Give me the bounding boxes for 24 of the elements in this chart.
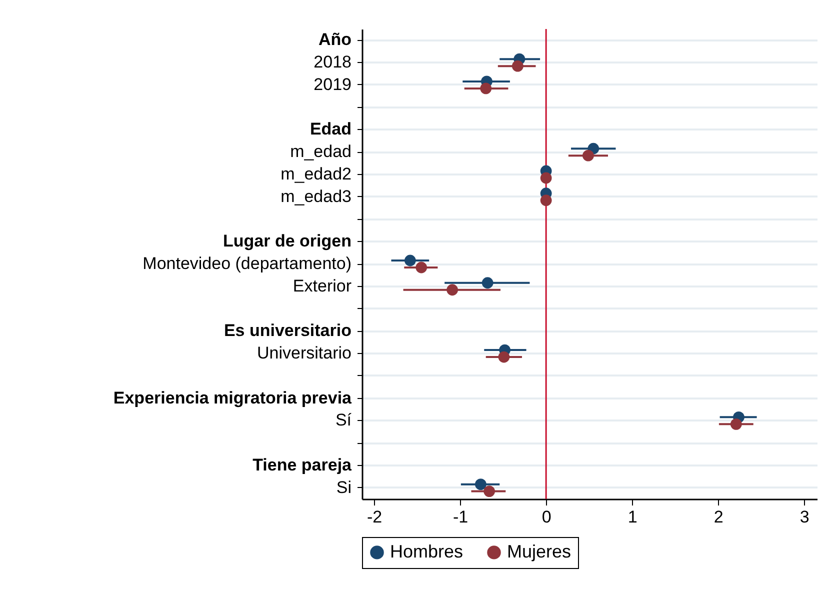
x-tick-label: 1 [628, 508, 638, 526]
y-tick-label: m_edad3 [280, 186, 352, 206]
y-tick-label: Si [336, 478, 352, 497]
legend-label: Mujeres [507, 541, 572, 562]
y-tick-label: Año [318, 30, 352, 50]
legend-label: Hombres [390, 541, 464, 562]
x-tick-label: -2 [366, 508, 382, 526]
x-tick-label: 3 [800, 508, 810, 526]
y-tick-label: Es universitario [224, 321, 352, 340]
y-tick-label: Edad [310, 120, 352, 139]
y-tick-label: m_edad [290, 142, 352, 162]
y-tick-label: Sí [335, 410, 352, 430]
y-tick-label: 2018 [314, 52, 352, 72]
x-tick-label: 2 [714, 508, 724, 526]
y-tick-label: Universitario [257, 344, 352, 363]
y-tick-label: Exterior [292, 276, 352, 296]
y-tick-label: 2019 [314, 74, 352, 94]
y-tick-label: m_edad2 [280, 164, 352, 184]
y-tick-label: Lugar de origen [223, 232, 352, 251]
y-tick-label: Experiencia migratoria previa [113, 388, 352, 408]
y-tick-label: Montevideo (departamento) [142, 254, 352, 273]
y-tick-label: Tiene pareja [252, 455, 352, 474]
x-tick-label: -1 [452, 508, 468, 526]
x-tick-label: 0 [542, 508, 552, 526]
